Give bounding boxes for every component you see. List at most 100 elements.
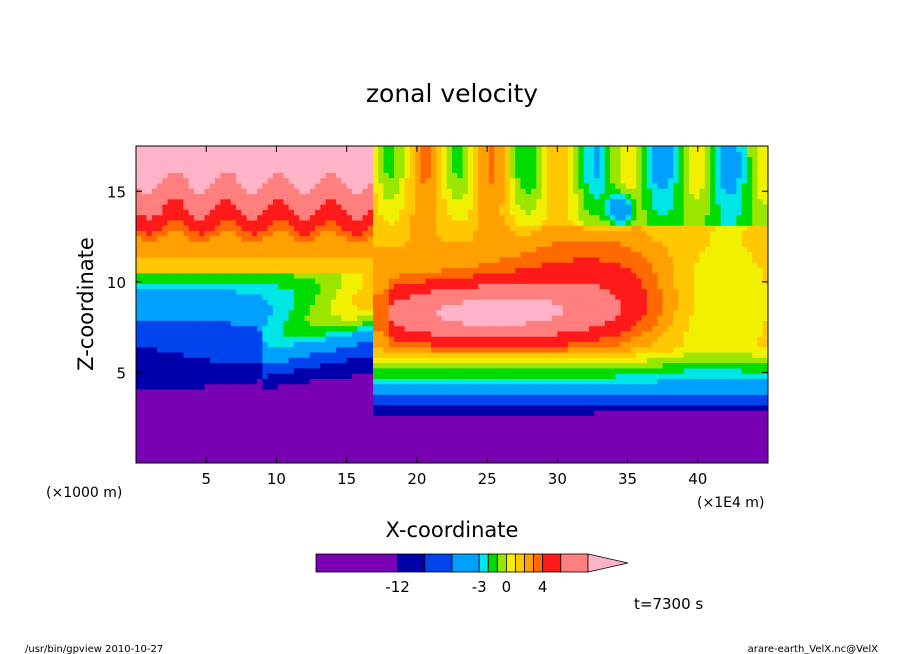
field-cell (625, 389, 632, 395)
field-cell (725, 299, 732, 305)
field-cell (415, 447, 421, 453)
field-cell (193, 262, 200, 269)
field-cell (536, 315, 543, 321)
field-cell (699, 367, 706, 374)
field-cell (725, 278, 732, 284)
field-cell (499, 426, 506, 432)
field-cell (204, 251, 211, 258)
field-cell (257, 241, 263, 247)
field-cell (736, 399, 743, 406)
field-cell (136, 241, 142, 247)
field-cell (151, 426, 158, 432)
field-cell (673, 278, 679, 284)
field-cell (225, 293, 232, 300)
field-cell (631, 304, 637, 311)
field-cell (515, 373, 521, 379)
field-cell (262, 341, 269, 348)
field-cell (562, 367, 569, 374)
field-cell (351, 346, 358, 353)
field-cell (204, 441, 211, 448)
field-cell (415, 309, 421, 316)
field-cell (525, 399, 532, 406)
field-cell (346, 346, 353, 353)
field-cell (604, 283, 611, 290)
field-cell (578, 383, 585, 390)
field-cell (446, 246, 453, 253)
field-cell (599, 357, 606, 364)
field-cell (404, 431, 411, 438)
field-cell (452, 330, 458, 337)
field-cell (704, 415, 711, 422)
field-cell (225, 399, 232, 406)
field-cell (588, 304, 595, 311)
field-cell (409, 367, 416, 374)
field-cell (367, 278, 374, 284)
field-cell (357, 383, 363, 390)
field-cell (299, 330, 306, 337)
field-cell (483, 320, 490, 327)
field-cell (488, 457, 495, 464)
field-cell (641, 431, 648, 438)
field-cell (762, 346, 769, 353)
field-cell (378, 272, 385, 279)
field-cell (641, 330, 648, 337)
field-cell (299, 251, 306, 258)
field-cell (499, 336, 506, 342)
field-cell (430, 352, 437, 358)
field-cell (330, 447, 337, 453)
field-cell (478, 283, 485, 290)
field-cell (583, 299, 590, 305)
field-cell (715, 389, 722, 395)
field-cell (378, 330, 385, 337)
field-cell (341, 325, 348, 332)
field-cell (683, 251, 690, 258)
field-cell (515, 272, 521, 279)
field-cell (441, 330, 448, 337)
field-cell (546, 436, 553, 443)
field-cell (652, 357, 658, 364)
field-cell (294, 309, 300, 316)
field-cell (499, 352, 506, 358)
field-cell (694, 394, 701, 401)
field-cell (172, 330, 179, 337)
field-cell (631, 315, 637, 321)
field-cell (578, 256, 585, 263)
field-cell (541, 367, 548, 374)
field-cell (615, 262, 622, 269)
field-cell (504, 262, 511, 269)
field-cell (320, 426, 327, 432)
field-cell (720, 293, 727, 300)
field-cell (272, 410, 279, 416)
field-cell (299, 315, 306, 321)
field-cell (351, 383, 358, 390)
field-cell (731, 415, 737, 422)
field-cell (262, 246, 269, 253)
field-cell (304, 410, 311, 416)
field-cell (246, 346, 253, 353)
field-cell (220, 415, 227, 422)
field-cell (752, 304, 758, 311)
field-cell (520, 315, 527, 321)
field-cell (615, 309, 622, 316)
field-cell (257, 278, 263, 284)
field-cell (552, 288, 558, 295)
field-cell (673, 246, 679, 253)
field-cell (330, 304, 337, 311)
field-cell (330, 383, 337, 390)
field-cell (509, 241, 516, 247)
field-cell (504, 246, 511, 253)
field-cell (520, 399, 527, 406)
field-cell (483, 262, 490, 269)
field-cell (610, 431, 616, 438)
field-cell (752, 256, 758, 263)
field-cell (552, 256, 558, 263)
field-cell (230, 315, 237, 321)
field-cell (204, 352, 211, 358)
field-cell (562, 325, 569, 332)
field-cell (436, 431, 442, 438)
field-cell (699, 246, 706, 253)
field-cell (367, 267, 374, 274)
field-cell (420, 426, 427, 432)
field-cell (378, 262, 385, 269)
field-cell (731, 293, 737, 300)
